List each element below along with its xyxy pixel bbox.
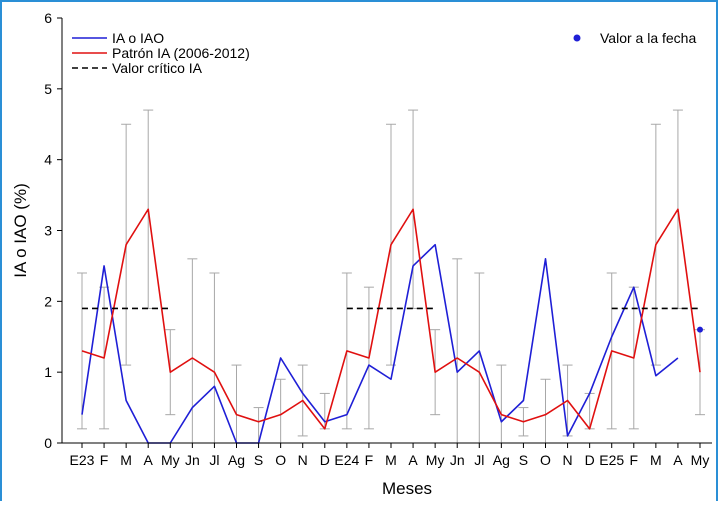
y-tick-label: 1 [44, 364, 52, 380]
y-tick-label: 5 [44, 81, 52, 97]
x-tick-label: F [630, 452, 639, 468]
x-tick-label: Jl [209, 452, 219, 468]
x-tick-label: O [540, 452, 551, 468]
x-tick-label: E25 [599, 452, 624, 468]
pattern-series-line [81, 208, 701, 430]
legend-label: IA o IAO [112, 30, 164, 46]
y-tick-label: 0 [44, 435, 52, 451]
x-tick-label: Ag [228, 452, 245, 468]
y-tick-label: 4 [44, 152, 52, 168]
ia-series-line [81, 243, 679, 444]
error-bars [77, 109, 705, 444]
x-tick-label: S [254, 452, 263, 468]
x-tick-label: Ag [493, 452, 510, 468]
x-tick-label: My [691, 452, 710, 468]
x-tick-label: M [120, 452, 132, 468]
x-tick-label: My [426, 452, 445, 468]
x-tick-label: E24 [334, 452, 359, 468]
x-tick-label: M [385, 452, 397, 468]
x-tick-label: F [365, 452, 374, 468]
x-tick-label: Jn [185, 452, 200, 468]
x-tick-label: M [650, 452, 662, 468]
x-tick-label: N [298, 452, 308, 468]
x-tick-label: O [275, 452, 286, 468]
x-tick-label: E23 [70, 452, 95, 468]
legend-label: Patrón IA (2006-2012) [112, 45, 250, 61]
x-tick-label: D [320, 452, 330, 468]
x-tick-label: A [144, 452, 154, 468]
x-tick-label: F [100, 452, 109, 468]
legend-point-label: Valor a la fecha [600, 30, 696, 46]
y-tick-label: 2 [44, 293, 52, 309]
x-tick-label: A [408, 452, 418, 468]
series-lines [81, 208, 703, 444]
y-tick-label: 3 [44, 223, 52, 239]
current-value-point [697, 326, 703, 333]
x-tick-label: D [585, 452, 595, 468]
x-tick-label: Jl [474, 452, 484, 468]
legend-label: Valor crítico IA [112, 60, 203, 76]
x-tick-label: N [563, 452, 573, 468]
x-tick-label: Jn [450, 452, 465, 468]
x-axis-title: Meses [382, 479, 432, 498]
legend-point-marker [573, 34, 581, 42]
x-tick-label: S [519, 452, 528, 468]
y-axis-title: IA o IAO (%) [11, 183, 30, 277]
x-tick-label: My [161, 452, 180, 468]
y-tick-label: 6 [44, 10, 52, 26]
x-tick-label: A [673, 452, 683, 468]
